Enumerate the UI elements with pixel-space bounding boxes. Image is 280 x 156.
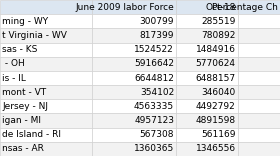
Text: t Virginia - WV: t Virginia - WV: [2, 31, 67, 40]
Text: 346040: 346040: [202, 88, 236, 97]
Bar: [176, 71, 238, 85]
Bar: [92, 0, 176, 14]
Bar: [238, 57, 280, 71]
Bar: [92, 113, 176, 128]
Text: 1346556: 1346556: [196, 144, 236, 153]
Bar: [0, 0, 92, 14]
Text: nsas - AR: nsas - AR: [2, 144, 44, 153]
Text: 285519: 285519: [201, 17, 236, 26]
Text: sas - KS: sas - KS: [2, 45, 38, 54]
Bar: [176, 99, 238, 113]
Bar: [0, 71, 92, 85]
Bar: [92, 142, 176, 156]
Text: is - IL: is - IL: [2, 73, 26, 83]
Text: 567308: 567308: [140, 130, 174, 139]
Text: 5916642: 5916642: [134, 59, 174, 68]
Text: 1484916: 1484916: [196, 45, 236, 54]
Text: 6488157: 6488157: [196, 73, 236, 83]
Bar: [92, 128, 176, 142]
Text: 1524522: 1524522: [134, 45, 174, 54]
Bar: [0, 28, 92, 43]
Text: ming - WY: ming - WY: [2, 17, 48, 26]
Bar: [238, 128, 280, 142]
Bar: [176, 14, 238, 28]
Text: de Island - RI: de Island - RI: [2, 130, 61, 139]
Bar: [238, 0, 280, 14]
Bar: [0, 128, 92, 142]
Text: 561169: 561169: [201, 130, 236, 139]
Text: igan - MI: igan - MI: [2, 116, 41, 125]
Bar: [176, 43, 238, 57]
Bar: [0, 43, 92, 57]
Bar: [176, 128, 238, 142]
Bar: [176, 57, 238, 71]
Bar: [0, 99, 92, 113]
Bar: [176, 113, 238, 128]
Text: 4563335: 4563335: [134, 102, 174, 111]
Bar: [176, 0, 238, 14]
Bar: [92, 43, 176, 57]
Bar: [176, 142, 238, 156]
Bar: [238, 71, 280, 85]
Bar: [92, 85, 176, 99]
Text: June 2009 labor Force: June 2009 labor Force: [75, 3, 174, 12]
Bar: [238, 99, 280, 113]
Bar: [0, 85, 92, 99]
Text: Jersey - NJ: Jersey - NJ: [2, 102, 48, 111]
Bar: [92, 71, 176, 85]
Bar: [238, 43, 280, 57]
Bar: [0, 57, 92, 71]
Text: 4957123: 4957123: [134, 116, 174, 125]
Text: 300799: 300799: [140, 17, 174, 26]
Bar: [238, 142, 280, 156]
Bar: [176, 85, 238, 99]
Text: 780892: 780892: [201, 31, 236, 40]
Text: 4891598: 4891598: [196, 116, 236, 125]
Bar: [92, 28, 176, 43]
Bar: [176, 28, 238, 43]
Bar: [0, 113, 92, 128]
Bar: [0, 142, 92, 156]
Bar: [92, 57, 176, 71]
Text: 354102: 354102: [140, 88, 174, 97]
Text: 6644812: 6644812: [134, 73, 174, 83]
Text: 817399: 817399: [140, 31, 174, 40]
Bar: [238, 28, 280, 43]
Text: Percentage Ch: Percentage Ch: [212, 3, 278, 12]
Bar: [238, 85, 280, 99]
Text: 1360365: 1360365: [134, 144, 174, 153]
Text: Oct-18: Oct-18: [206, 3, 236, 12]
Bar: [238, 14, 280, 28]
Bar: [92, 14, 176, 28]
Bar: [0, 14, 92, 28]
Bar: [238, 113, 280, 128]
Bar: [92, 99, 176, 113]
Text: 4492792: 4492792: [196, 102, 236, 111]
Text: 5770624: 5770624: [196, 59, 236, 68]
Text: - OH: - OH: [2, 59, 25, 68]
Text: mont - VT: mont - VT: [2, 88, 46, 97]
